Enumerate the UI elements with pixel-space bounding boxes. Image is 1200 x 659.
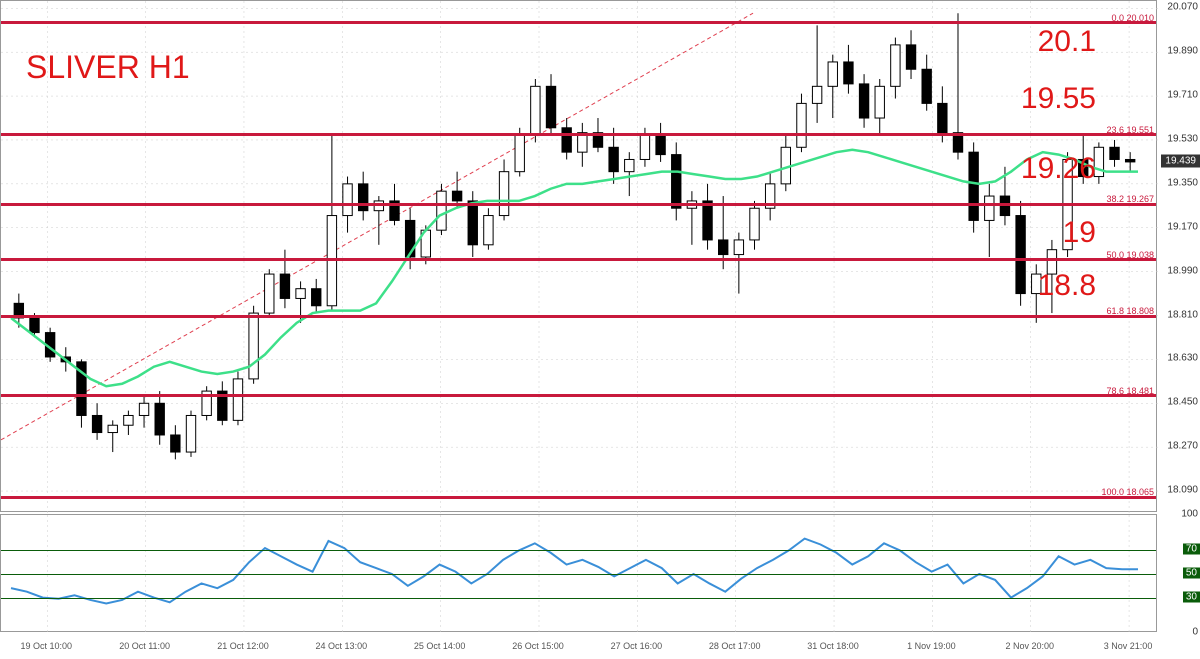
time-tick: 2 Nov 20:00	[1005, 641, 1054, 651]
price-tick: 19.350	[1167, 177, 1198, 188]
price-annotation: 19.26	[1021, 152, 1096, 186]
time-tick: 26 Oct 15:00	[512, 641, 564, 651]
price-annotation: 19.55	[1021, 82, 1096, 116]
fib-label-78.6: 78.6 18.481	[1106, 386, 1154, 396]
price-tick: 18.810	[1167, 309, 1198, 320]
rsi-badge-50: 50	[1183, 568, 1200, 579]
fib-label-50.0: 50.0 19.038	[1106, 250, 1154, 260]
price-annotation: 19	[1063, 216, 1096, 250]
chart-title: SLIVER H1	[26, 49, 190, 86]
fib-line-23.6	[1, 133, 1156, 136]
price-chart-panel[interactable]: SLIVER H1 0.0 20.010 23.6 19.551 38.2 19.2…	[0, 0, 1157, 512]
rsi-indicator-panel[interactable]	[0, 514, 1157, 632]
current-price-badge: 19.439	[1161, 155, 1200, 168]
fib-line-50.0	[1, 258, 1156, 261]
time-tick: 28 Oct 17:00	[709, 641, 761, 651]
fib-label-0.0: 0.0 20.010	[1111, 13, 1154, 23]
price-annotation: 18.8	[1038, 269, 1096, 303]
fib-line-38.2	[1, 203, 1156, 206]
price-tick: 18.270	[1167, 441, 1198, 452]
trading-chart-container: SLIVER H1 0.0 20.010 23.6 19.551 38.2 19.2…	[0, 0, 1200, 659]
time-tick: 24 Oct 13:00	[316, 641, 368, 651]
time-tick: 1 Nov 19:00	[907, 641, 956, 651]
time-tick: 20 Oct 11:00	[119, 641, 170, 651]
time-tick: 27 Oct 16:00	[611, 641, 663, 651]
price-annotation: 20.1	[1038, 25, 1096, 59]
fib-label-100.0: 100.0 18.065	[1101, 487, 1154, 497]
price-tick: 19.530	[1167, 133, 1198, 144]
rsi-y-axis: 3050700100	[1157, 514, 1200, 632]
price-tick: 20.070	[1167, 2, 1198, 13]
fib-label-61.8: 61.8 18.808	[1106, 306, 1154, 316]
time-tick: 21 Oct 12:00	[217, 641, 269, 651]
fib-line-61.8	[1, 315, 1156, 318]
time-tick: 25 Oct 14:00	[414, 641, 466, 651]
rsi-tick: 100	[1181, 509, 1198, 520]
time-tick: 31 Oct 18:00	[807, 641, 859, 651]
price-tick: 19.890	[1167, 46, 1198, 57]
price-tick: 18.630	[1167, 353, 1198, 364]
price-tick: 19.710	[1167, 90, 1198, 101]
rsi-level-70	[1, 550, 1156, 551]
rsi-tick: 0	[1192, 627, 1198, 638]
fib-label-23.6: 23.6 19.551	[1106, 125, 1154, 135]
rsi-badge-30: 30	[1183, 591, 1200, 602]
price-y-axis: 18.090 18.270 18.450 18.630 18.810 18.990 19.1…	[1157, 0, 1200, 512]
time-x-axis: 19 Oct 10:00 20 Oct 11:00 21 Oct 12:00 24 O…	[0, 632, 1157, 659]
fib-line-0.0	[1, 21, 1156, 24]
rsi-level-30	[1, 598, 1156, 599]
price-tick: 18.990	[1167, 265, 1198, 276]
fib-line-78.6	[1, 394, 1156, 397]
price-tick: 18.450	[1167, 397, 1198, 408]
fib-line-100.0	[1, 496, 1156, 499]
rsi-badge-70: 70	[1183, 544, 1200, 555]
fib-label-38.2: 38.2 19.267	[1106, 194, 1154, 204]
price-tick: 19.170	[1167, 221, 1198, 232]
time-tick: 19 Oct 10:00	[20, 641, 72, 651]
rsi-level-50	[1, 574, 1156, 575]
price-tick: 18.090	[1167, 485, 1198, 496]
time-tick: 3 Nov 21:00	[1104, 641, 1153, 651]
